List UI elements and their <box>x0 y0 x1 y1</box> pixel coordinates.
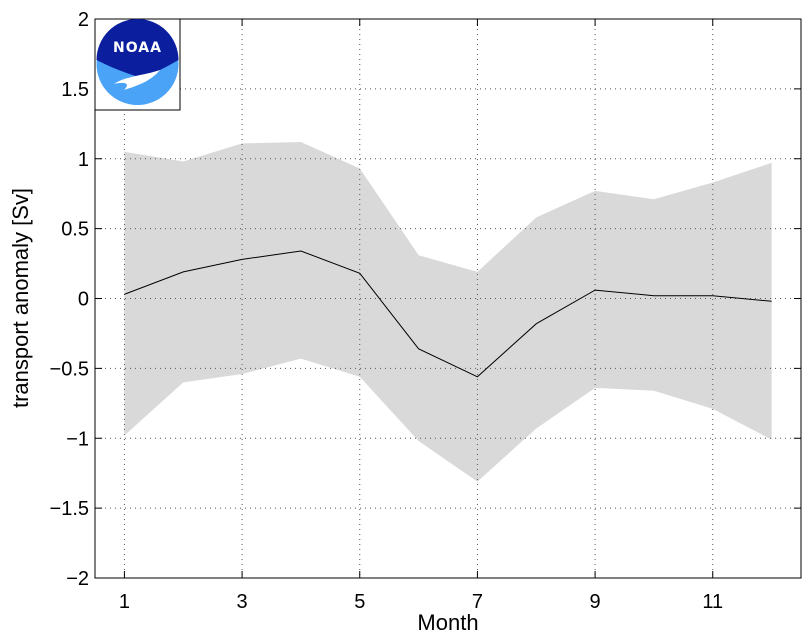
x-tick-label: 7 <box>472 591 483 613</box>
mean-line <box>124 250 772 378</box>
y-tick-label: −2 <box>66 568 89 590</box>
svg-text:NOAA: NOAA <box>113 40 162 56</box>
band-area <box>124 142 772 482</box>
axis-ticks <box>95 18 801 579</box>
y-tick-label: 1 <box>78 149 89 171</box>
x-tick-labels: 1 3 5 7 9 11 <box>119 591 723 613</box>
x-tick-label: 3 <box>237 591 248 613</box>
x-axis-label: Month <box>417 610 478 635</box>
noaa-logo: NOAA <box>94 18 181 111</box>
y-tick-label: −0.5 <box>50 358 89 380</box>
x-tick-label: 1 <box>119 591 130 613</box>
y-axis-label: transport anomaly [Sv] <box>8 188 33 408</box>
x-tick-label: 11 <box>702 591 723 613</box>
y-tick-label: 1.5 <box>61 79 89 101</box>
y-tick-label: 0 <box>78 289 89 311</box>
x-tick-label: 5 <box>354 591 365 613</box>
y-tick-label: −1.5 <box>50 498 89 520</box>
y-tick-labels: −2 −1.5 −1 −0.5 0 0.5 1 1.5 2 <box>50 9 89 590</box>
y-tick-label: 2 <box>78 9 89 31</box>
y-tick-label: −1 <box>66 428 89 450</box>
x-tick-label: 9 <box>590 591 601 613</box>
y-tick-label: 0.5 <box>61 219 89 241</box>
grid <box>95 18 801 579</box>
confidence-band <box>124 142 772 482</box>
series-line <box>124 250 772 378</box>
